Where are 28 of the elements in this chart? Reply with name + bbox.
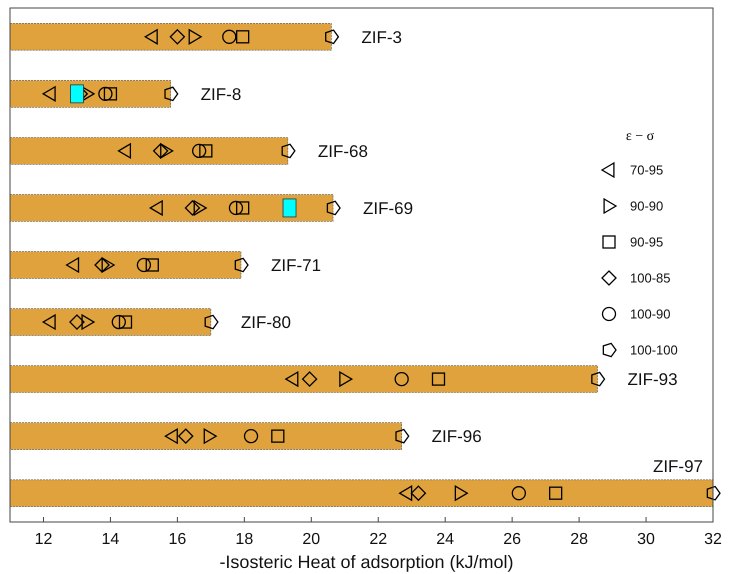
x-tick-label: 14 bbox=[102, 531, 120, 548]
y-tick-label: ZIF-93 bbox=[628, 370, 678, 390]
x-tick-label: 24 bbox=[436, 531, 454, 548]
legend-label: 100-85 bbox=[630, 270, 670, 286]
x-tick-label: 32 bbox=[704, 531, 722, 548]
legend-label: 90-90 bbox=[630, 198, 664, 214]
x-axis-title: -Isosteric Heat of adsorption (kJ/mol) bbox=[219, 552, 514, 572]
y-tick-label: ZIF-68 bbox=[318, 142, 368, 161]
legend-title: ε − σ bbox=[626, 129, 655, 144]
x-tick-label: 12 bbox=[34, 531, 52, 548]
x-tick-label: 18 bbox=[235, 531, 254, 548]
x-tick-label: 16 bbox=[168, 531, 186, 548]
y-tick-label: ZIF-97 bbox=[652, 456, 703, 476]
x-tick-label: 26 bbox=[503, 531, 522, 548]
y-tick-label: ZIF-3 bbox=[361, 28, 402, 47]
y-tick-label: ZIF-69 bbox=[363, 198, 414, 218]
legend-label: 100-100 bbox=[630, 342, 678, 358]
x-tick-label: 30 bbox=[637, 531, 656, 548]
legend-label: 90-95 bbox=[630, 234, 664, 250]
y-tick-label: ZIF-71 bbox=[270, 256, 322, 275]
x-tick-label: 22 bbox=[369, 531, 388, 548]
x-tick-label: 20 bbox=[302, 531, 320, 548]
y-tick-label: ZIF-96 bbox=[432, 427, 482, 446]
x-tick-label: 28 bbox=[570, 531, 588, 548]
legend-label: 70-95 bbox=[630, 162, 664, 178]
y-tick-label: ZIF-80 bbox=[240, 313, 291, 332]
legend-label: 100-90 bbox=[630, 306, 670, 322]
y-tick-label: ZIF-8 bbox=[200, 84, 242, 104]
